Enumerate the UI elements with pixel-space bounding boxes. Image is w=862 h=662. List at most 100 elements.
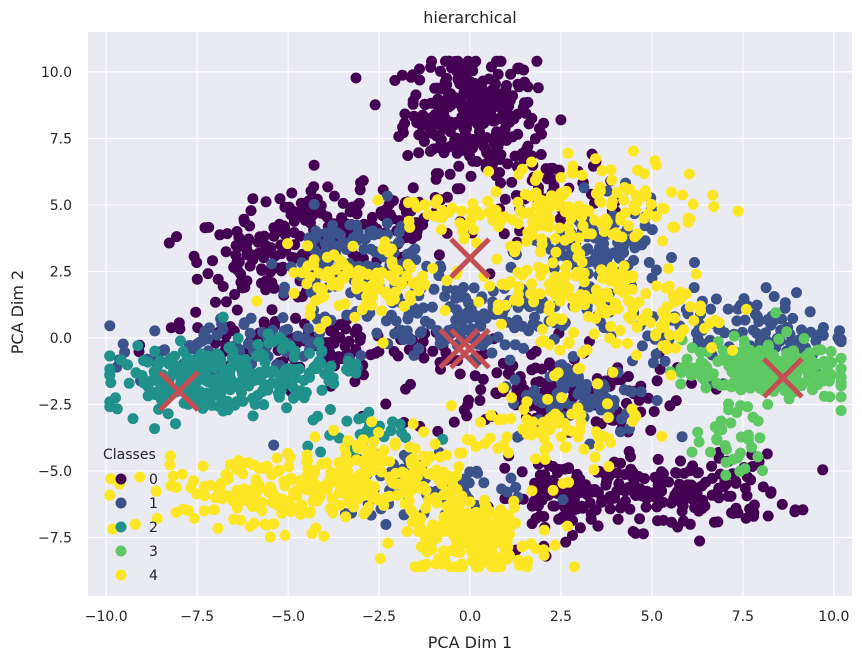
data-point-class-1: [371, 327, 383, 339]
data-point-class-4: [384, 471, 396, 483]
data-point-class-1: [266, 258, 278, 270]
data-point-class-2: [159, 381, 171, 393]
data-point-class-4: [530, 543, 542, 555]
data-point-class-2: [149, 423, 161, 435]
data-point-class-0: [260, 275, 272, 287]
data-point-class-4: [522, 227, 534, 238]
x-tick-label: 7.5: [732, 609, 754, 625]
data-point-class-0: [435, 134, 447, 145]
data-point-class-4: [366, 416, 378, 428]
data-point-class-4: [601, 216, 613, 228]
data-point-class-1: [666, 252, 677, 263]
data-point-class-0: [467, 65, 479, 77]
data-point-class-4: [446, 400, 457, 412]
data-point-class-4: [527, 216, 539, 228]
data-point-class-4: [357, 434, 369, 446]
data-point-class-3: [742, 433, 754, 445]
data-point-class-0: [477, 373, 489, 385]
data-point-class-2: [152, 387, 163, 399]
data-point-class-0: [441, 142, 452, 154]
data-point-class-4: [348, 501, 359, 513]
data-point-class-0: [470, 55, 482, 67]
data-point-class-3: [720, 469, 732, 481]
data-point-class-4: [389, 437, 401, 449]
data-point-class-4: [259, 518, 271, 530]
data-point-class-3: [835, 391, 847, 403]
data-point-class-0: [709, 516, 720, 528]
data-point-class-1: [380, 519, 392, 530]
data-point-class-4: [282, 238, 294, 250]
data-point-class-0: [199, 222, 211, 234]
data-point-class-1: [428, 283, 440, 295]
data-point-class-4: [337, 270, 349, 282]
data-point-class-1: [459, 473, 471, 485]
data-point-class-0: [538, 117, 550, 129]
data-point-class-4: [431, 497, 443, 509]
data-point-class-4: [631, 321, 643, 333]
data-point-class-4: [452, 526, 464, 538]
data-point-class-3: [807, 368, 819, 380]
data-point-class-0: [765, 487, 777, 499]
data-point-class-4: [405, 504, 417, 516]
data-point-class-1: [401, 248, 413, 260]
data-point-class-4: [553, 411, 565, 423]
data-point-class-4: [695, 300, 706, 312]
data-point-class-4: [253, 479, 265, 490]
data-point-class-0: [337, 197, 349, 209]
data-point-class-0: [308, 181, 320, 193]
data-point-class-1: [731, 315, 743, 327]
data-point-class-4: [454, 217, 466, 229]
data-point-class-4: [627, 283, 638, 295]
data-point-class-2: [333, 432, 345, 444]
data-point-class-0: [492, 68, 504, 80]
data-point-class-1: [244, 327, 256, 339]
data-point-class-1: [460, 292, 471, 304]
data-point-class-4: [683, 168, 695, 180]
x-tick-label: 5.0: [641, 609, 663, 625]
data-point-class-2: [130, 367, 142, 379]
data-point-class-0: [210, 296, 221, 308]
data-point-class-1: [650, 264, 662, 276]
data-point-class-4: [254, 500, 265, 511]
data-point-class-4: [107, 523, 119, 535]
data-point-class-0: [762, 510, 774, 522]
data-point-class-4: [537, 323, 548, 335]
data-point-class-3: [726, 366, 738, 378]
y-tick-label: 5.0: [50, 198, 72, 214]
data-point-class-0: [483, 73, 495, 85]
data-point-class-0: [619, 485, 631, 497]
data-point-class-4: [208, 504, 220, 516]
data-point-class-4: [589, 214, 601, 226]
data-point-class-4: [176, 468, 188, 480]
data-point-class-4: [302, 240, 314, 252]
data-point-class-0: [522, 140, 534, 152]
data-point-class-4: [569, 301, 581, 313]
data-point-class-1: [676, 431, 688, 443]
data-point-class-4: [549, 539, 561, 551]
data-point-class-4: [525, 288, 537, 300]
data-point-class-1: [355, 350, 367, 362]
data-point-class-4: [631, 349, 642, 361]
data-point-class-0: [427, 143, 439, 155]
data-point-class-1: [413, 343, 425, 355]
data-point-class-1: [401, 325, 413, 337]
data-point-class-0: [455, 92, 467, 104]
data-point-class-4: [309, 431, 321, 443]
data-point-class-0: [677, 500, 689, 512]
data-point-class-4: [610, 297, 621, 309]
data-point-class-3: [752, 451, 764, 463]
data-point-class-0: [448, 416, 460, 428]
centroid-marker: [158, 370, 200, 412]
data-point-class-2: [288, 351, 300, 363]
data-point-class-0: [516, 466, 528, 478]
data-point-class-4: [483, 166, 495, 177]
data-point-class-4: [645, 198, 657, 210]
data-point-class-4: [650, 211, 662, 222]
scatter-points: [104, 55, 847, 573]
data-point-class-0: [689, 502, 701, 514]
data-point-class-0: [494, 136, 506, 148]
data-point-class-1: [705, 303, 717, 315]
data-point-class-4: [484, 280, 496, 292]
data-point-class-0: [339, 340, 351, 352]
data-point-class-3: [825, 346, 837, 357]
